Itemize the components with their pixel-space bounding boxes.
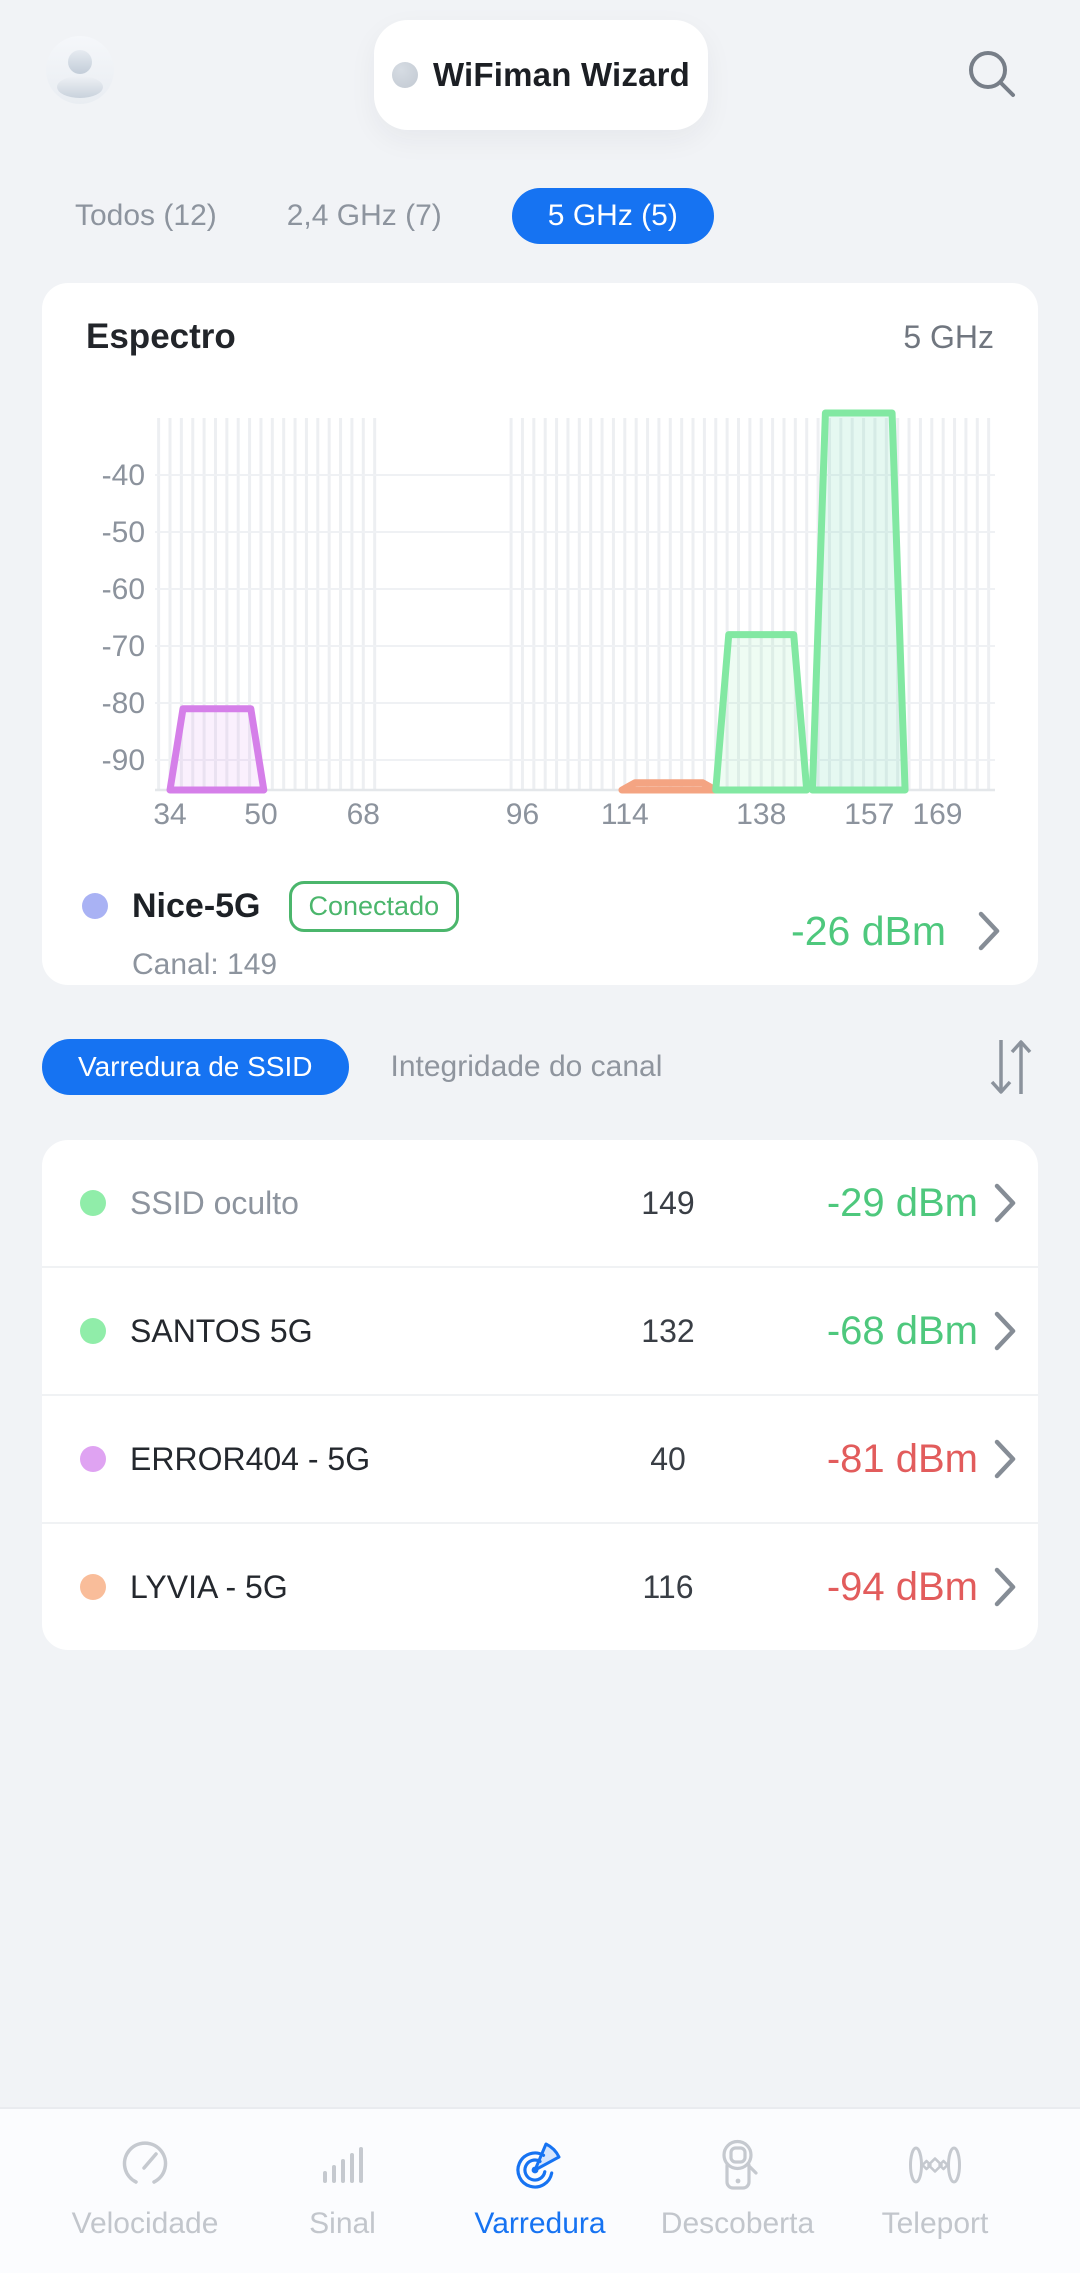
network-channel: 149: [641, 1184, 695, 1221]
connected-network-row[interactable]: Nice-5G Conectado Canal: 149 -26 dBm: [82, 875, 1002, 987]
tab-ssid-scan-active[interactable]: Varredura de SSID: [42, 1039, 349, 1095]
nav-label: Descoberta: [660, 2207, 815, 2240]
list-item[interactable]: ERROR404 - 5G 40 -81 dBm: [42, 1396, 1038, 1522]
avatar[interactable]: [46, 36, 114, 104]
teleport-icon: [909, 2146, 961, 2184]
bottom-nav: Velocidade Sinal: [0, 2107, 1080, 2273]
network-dot: [80, 1190, 106, 1216]
sort-arrows-icon: [990, 1040, 1032, 1094]
nav-label: Teleport: [881, 2207, 989, 2240]
svg-text:138: 138: [736, 798, 786, 830]
connected-badge: Conectado: [288, 880, 460, 932]
chevron-right-icon: [994, 1567, 1016, 1607]
list-item[interactable]: SSID oculto 149 -29 dBm: [42, 1140, 1038, 1266]
row-divider: [42, 1394, 1038, 1396]
spectrum-band-label: 5 GHz: [903, 319, 994, 355]
signal-bars-icon: [322, 2147, 363, 2183]
network-dot: [80, 1446, 106, 1472]
network-dot: [82, 893, 108, 919]
avatar-body-icon: [57, 76, 103, 98]
network-rssi: -29 dBm: [826, 1180, 978, 1225]
filter-5ghz-active[interactable]: 5 GHz (5): [511, 188, 714, 244]
svg-text:114: 114: [601, 798, 649, 830]
spectrum-title: Espectro: [86, 317, 236, 356]
search-icon: [969, 51, 1015, 97]
chevron-right-icon: [994, 1311, 1016, 1351]
connected-rssi: -26 dBm: [791, 907, 946, 954]
filter-all[interactable]: Todos (12): [75, 199, 217, 232]
network-rssi: -81 dBm: [826, 1436, 978, 1481]
nav-label: Sinal: [309, 2207, 376, 2240]
network-list-card: SSID oculto 149 -29 dBm SANTOS 5G 132 -6…: [42, 1140, 1038, 1650]
chevron-right-icon: [994, 1439, 1016, 1479]
network-dot: [80, 1574, 106, 1600]
network-rssi: -94 dBm: [826, 1564, 978, 1609]
network-ssid: SSID oculto: [130, 1184, 299, 1221]
row-divider: [42, 1266, 1038, 1268]
svg-text:96: 96: [506, 798, 539, 830]
svg-text:-40: -40: [102, 459, 145, 492]
sort-button[interactable]: [984, 1033, 1038, 1101]
status-dot-icon: [391, 62, 418, 88]
speedometer-icon: [122, 2141, 168, 2184]
network-ssid: SANTOS 5G: [130, 1312, 313, 1349]
page-title: WiFiman Wizard: [432, 56, 691, 93]
network-ssid: ERROR404 - 5G: [130, 1440, 371, 1477]
network-channel: 132: [641, 1312, 695, 1349]
list-item[interactable]: SANTOS 5G 132 -68 dBm: [42, 1268, 1038, 1394]
network-dot: [80, 1318, 106, 1344]
avatar-head-icon: [68, 50, 92, 74]
connected-channel: Canal: 149: [132, 947, 278, 981]
nav-item-velocidade[interactable]: Velocidade: [60, 2129, 230, 2273]
svg-text:-80: -80: [102, 687, 145, 720]
app-title-pill[interactable]: WiFiman Wizard: [374, 20, 708, 130]
search-button[interactable]: [960, 42, 1024, 106]
chevron-right-icon: [994, 1183, 1016, 1223]
band-filters: Todos (12) 2,4 GHz (7) 5 GHz (5): [75, 188, 714, 244]
chevron-right-icon[interactable]: [976, 909, 1002, 953]
nav-label: Velocidade: [71, 2207, 219, 2240]
network-channel: 40: [650, 1440, 686, 1477]
row-divider: [42, 1522, 1038, 1524]
svg-text:34: 34: [153, 798, 186, 830]
network-rssi: -68 dBm: [826, 1308, 978, 1353]
nav-item-sinal[interactable]: Sinal: [258, 2129, 428, 2273]
nav-item-descoberta[interactable]: Descoberta: [653, 2129, 823, 2273]
tab-channel-health[interactable]: Integridade do canal: [390, 1050, 663, 1083]
radar-icon: [516, 2142, 561, 2189]
nav-item-teleport[interactable]: Teleport: [850, 2129, 1020, 2273]
svg-text:169: 169: [912, 798, 962, 830]
network-channel: 116: [642, 1568, 694, 1605]
list-item[interactable]: LYVIA - 5G 116 -94 dBm: [42, 1524, 1038, 1650]
svg-text:-50: -50: [102, 516, 145, 549]
svg-text:-70: -70: [102, 630, 145, 663]
network-ssid: LYVIA - 5G: [130, 1568, 288, 1605]
nav-item-varredura[interactable]: Varredura: [455, 2129, 625, 2273]
spectrum-card: Espectro 5 GHz -40 -50 -60 -70 -80 -90 34 50 68 9…: [42, 283, 1038, 985]
svg-text:68: 68: [347, 798, 380, 830]
svg-text:157: 157: [844, 798, 894, 830]
device-search-icon: [721, 2139, 758, 2190]
connected-ssid: Nice-5G: [132, 886, 261, 925]
nav-label: Varredura: [474, 2207, 606, 2240]
svg-text:50: 50: [244, 798, 277, 830]
svg-text:-60: -60: [102, 573, 145, 606]
filter-2-4ghz[interactable]: 2,4 GHz (7): [286, 199, 442, 232]
svg-text:-90: -90: [102, 744, 145, 777]
list-tabs: Varredura de SSID Integridade do canal: [42, 1036, 1038, 1098]
